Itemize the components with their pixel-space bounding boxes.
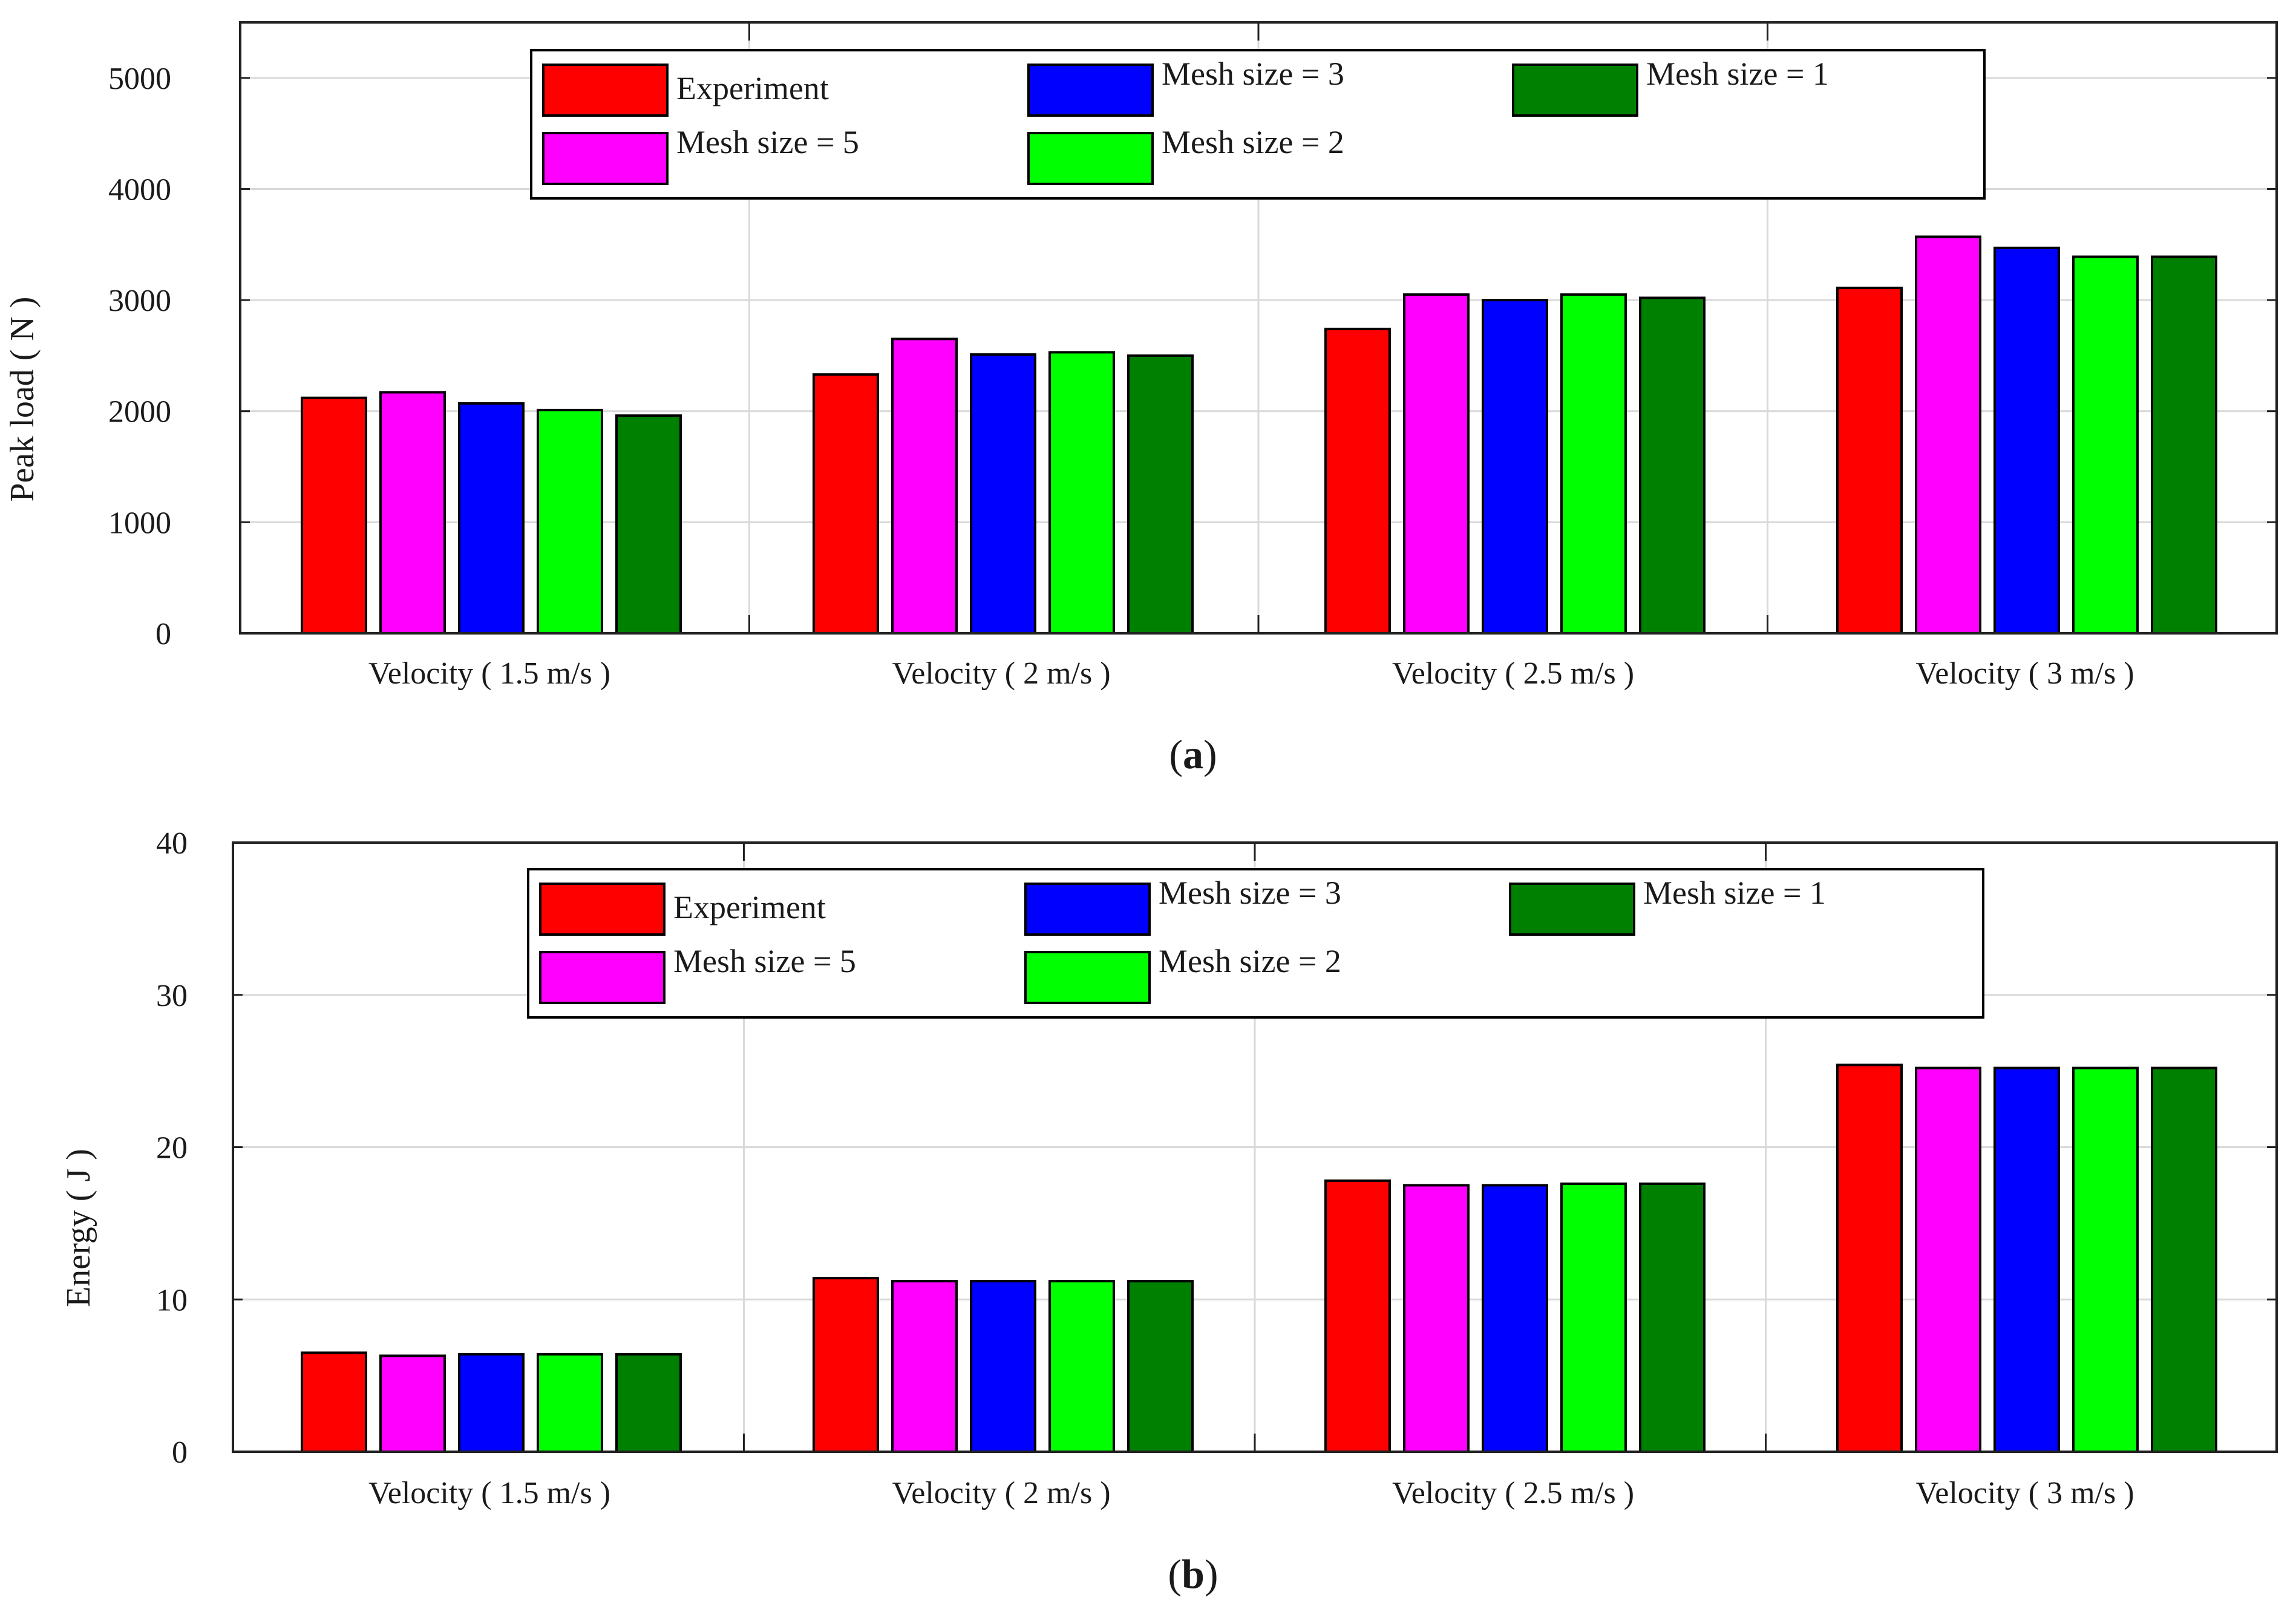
legend-swatch	[539, 951, 666, 1004]
caption-paren: (	[1168, 1551, 1182, 1597]
legend-box	[527, 868, 1984, 1019]
ytick-label: 40	[156, 826, 188, 861]
ytick-label: 0	[172, 1435, 188, 1470]
bar	[379, 1354, 446, 1453]
bar	[891, 338, 958, 635]
caption-letter: a	[1183, 731, 1203, 777]
legend-label: Mesh size = 5	[676, 124, 859, 160]
legend-label: Mesh size = 3	[1159, 875, 1341, 911]
ytick-label: 30	[156, 979, 188, 1013]
bar	[1324, 1179, 1391, 1453]
bar	[2151, 255, 2217, 635]
bar	[2072, 1066, 2139, 1453]
category-label: Velocity ( 2.5 m/s )	[1392, 1476, 1634, 1510]
bar	[379, 391, 446, 635]
bar	[1482, 1184, 1548, 1453]
bar	[537, 1353, 603, 1453]
legend-swatch	[1024, 951, 1151, 1004]
bar	[2151, 1066, 2217, 1453]
bar	[1127, 354, 1194, 635]
ytick-label: 0	[155, 617, 171, 651]
category-label: Velocity ( 1.5 m/s )	[368, 656, 610, 691]
y-axis-label: Energy ( J )	[60, 1149, 97, 1307]
legend-swatch	[1027, 64, 1154, 117]
bar	[1403, 1184, 1470, 1453]
bar	[813, 373, 879, 635]
bar	[1403, 293, 1470, 635]
legend: Experiment Mesh size = 3 Mesh size = 1 Mesh…	[530, 49, 1986, 200]
bar	[1048, 351, 1115, 635]
legend-label: Mesh size = 2	[1162, 124, 1344, 160]
bar	[1560, 293, 1627, 635]
ytick-label: 4000	[108, 172, 171, 207]
legend-label: Mesh size = 3	[1162, 56, 1344, 92]
bar	[2072, 255, 2139, 635]
legend-label: Mesh size = 5	[673, 943, 856, 979]
category-label: Velocity ( 2.5 m/s )	[1392, 656, 1634, 691]
ytick-label: 2000	[108, 395, 171, 429]
bar	[1993, 246, 2060, 635]
bar	[301, 1351, 367, 1454]
category-label: Velocity ( 3 m/s )	[1915, 1476, 2134, 1510]
bar	[301, 396, 367, 635]
plot-frame	[239, 21, 2278, 635]
category-label: Velocity ( 2 m/s )	[892, 1476, 1110, 1510]
caption-paren: )	[1205, 1551, 1218, 1597]
bar	[813, 1277, 879, 1453]
caption-paren: (	[1169, 731, 1183, 777]
legend-swatch	[1027, 132, 1154, 185]
category-label: Velocity ( 2 m/s )	[892, 656, 1110, 691]
bar	[1127, 1280, 1194, 1454]
legend-swatch	[542, 132, 669, 185]
bar	[1048, 1280, 1115, 1454]
legend-label: Experiment	[673, 889, 826, 925]
legend-swatch	[542, 64, 669, 117]
category-label: Velocity ( 3 m/s )	[1915, 656, 2134, 691]
category-label: Velocity ( 1.5 m/s )	[368, 1476, 610, 1510]
legend-swatch	[1509, 883, 1635, 936]
legend-label: Mesh size = 1	[1646, 56, 1829, 92]
legend-label: Experiment	[676, 70, 829, 106]
legend: Experiment Mesh size = 3 Mesh size = 1 Mesh…	[527, 868, 1984, 1019]
bar	[970, 1280, 1036, 1454]
bar	[1836, 1063, 1903, 1454]
bar	[1482, 299, 1548, 635]
chart-b: 0 10 20 30 40 Velocity ( 1.5 m/s ) Velocity ( …	[60, 826, 2278, 1597]
bar	[615, 414, 682, 635]
ytick-label: 1000	[108, 506, 171, 540]
caption-letter: b	[1182, 1551, 1205, 1597]
bar	[1915, 1066, 1981, 1453]
bar	[1915, 235, 1981, 635]
bar	[1639, 1182, 1706, 1454]
ytick-label: 5000	[108, 62, 171, 96]
caption-paren: )	[1203, 731, 1217, 777]
bar	[458, 1353, 525, 1453]
ytick-label: 10	[156, 1283, 188, 1317]
legend-label: Mesh size = 1	[1643, 875, 1826, 911]
bar	[1836, 286, 1903, 635]
bar	[891, 1280, 958, 1454]
plot-frame	[232, 841, 2278, 1453]
panel-caption: (b)	[1168, 1551, 1218, 1597]
legend-box	[530, 49, 1986, 200]
panel-caption: (a)	[1169, 731, 1217, 777]
bar	[1639, 296, 1706, 635]
legend-swatch	[1512, 64, 1638, 117]
legend-label: Mesh size = 2	[1159, 943, 1341, 979]
chart-a: 0 1000 2000 3000 4000 5000 Velocity ( 1.5 m/s …	[4, 21, 2278, 777]
bar	[1560, 1182, 1627, 1454]
ytick-label: 3000	[108, 284, 171, 318]
bar	[615, 1353, 682, 1453]
ytick-label: 20	[156, 1131, 188, 1166]
bar	[537, 408, 603, 635]
bar	[970, 353, 1036, 635]
legend-swatch	[1024, 883, 1151, 936]
bar	[1324, 327, 1391, 635]
bar	[1993, 1066, 2060, 1453]
bar	[458, 402, 525, 635]
y-axis-label: Peak load ( N )	[4, 296, 41, 501]
legend-swatch	[539, 883, 666, 936]
